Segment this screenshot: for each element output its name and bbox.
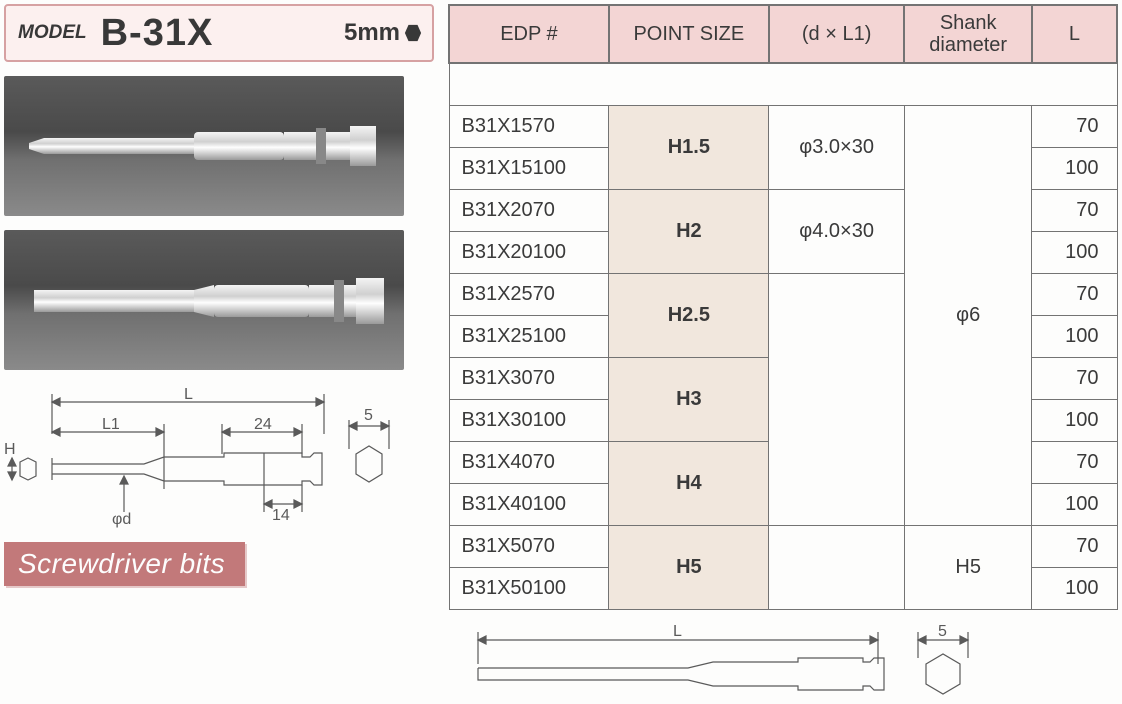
schematic-diagram: L L1 24 14 φd H 5 [4, 384, 404, 534]
model-size-value: 5mm [344, 19, 400, 47]
schematic-label-phid: φd [112, 511, 131, 528]
cell-point-size: H4 [609, 441, 769, 525]
schematic-label-L: L [184, 386, 193, 403]
schematic-label-H: H [4, 441, 16, 458]
cell-shank: H5 [904, 525, 1032, 609]
cell-point-size: H3 [609, 357, 769, 441]
cell-dl: φ4.0×30 [769, 189, 905, 273]
cell-L: 100 [1032, 399, 1117, 441]
spec-table-header-row: EDP # POINT SIZE (d × L1) Shankdiameter … [449, 5, 1117, 63]
cell-L: 70 [1032, 105, 1117, 147]
col-ps: POINT SIZE [609, 5, 769, 63]
table-row: B31X1570 H1.5 φ3.0×30 φ6 70 [449, 105, 1117, 147]
cell-point-size: H5 [609, 525, 769, 609]
schematic-label-14: 14 [272, 507, 290, 524]
cell-L: 100 [1032, 231, 1117, 273]
cell-L: 70 [1032, 525, 1117, 567]
cell-L: 100 [1032, 147, 1117, 189]
schematic-label-24: 24 [254, 416, 272, 433]
cell-point-size: H1.5 [609, 105, 769, 189]
cell-dl: φ3.0×30 [769, 105, 905, 189]
cell-point-size: H2.5 [609, 273, 769, 357]
col-L: L [1032, 5, 1117, 63]
cell-L: 70 [1032, 189, 1117, 231]
model-label: MODEL [18, 22, 87, 44]
product-photo-1 [4, 76, 404, 216]
cell-shank: φ6 [904, 105, 1032, 525]
hex-icon [404, 24, 422, 42]
cell-edp: B31X2070 [449, 189, 609, 231]
cell-edp: B31X2570 [449, 273, 609, 315]
table-row: B31X5070 H5 H5 70 [449, 525, 1117, 567]
cell-L: 70 [1032, 441, 1117, 483]
cell-edp: B31X25100 [449, 315, 609, 357]
schematic-label-5: 5 [364, 407, 373, 424]
category-label: Screwdriver bits [4, 542, 245, 586]
cell-edp: B31X40100 [449, 483, 609, 525]
cell-edp: B31X20100 [449, 231, 609, 273]
schematic-wide-5: 5 [938, 624, 947, 640]
model-size: 5mm [344, 19, 422, 47]
cell-edp: B31X3070 [449, 357, 609, 399]
schematic-wide-L: L [673, 624, 682, 640]
cell-edp: B31X5070 [449, 525, 609, 567]
schematic-diagram-wide: L 5 [448, 624, 1008, 704]
cell-dl-empty [769, 525, 905, 609]
cell-L: 100 [1032, 315, 1117, 357]
model-code: B-31X [101, 12, 214, 55]
cell-edp: B31X50100 [449, 567, 609, 609]
model-header: MODEL B-31X 5mm [4, 4, 434, 62]
cell-L: 100 [1032, 483, 1117, 525]
cell-dl-empty [769, 273, 905, 525]
cell-L: 100 [1032, 567, 1117, 609]
cell-edp: B31X15100 [449, 147, 609, 189]
cell-edp: B31X30100 [449, 399, 609, 441]
schematic-label-L1: L1 [102, 416, 120, 433]
cell-edp: B31X4070 [449, 441, 609, 483]
col-edp: EDP # [449, 5, 609, 63]
col-shank: Shankdiameter [904, 5, 1032, 63]
cell-L: 70 [1032, 273, 1117, 315]
spec-table: EDP # POINT SIZE (d × L1) Shankdiameter … [448, 4, 1118, 610]
cell-L: 70 [1032, 357, 1117, 399]
cell-edp: B31X1570 [449, 105, 609, 147]
product-photo-2 [4, 230, 404, 370]
col-dl: (d × L1) [769, 5, 905, 63]
cell-point-size: H2 [609, 189, 769, 273]
